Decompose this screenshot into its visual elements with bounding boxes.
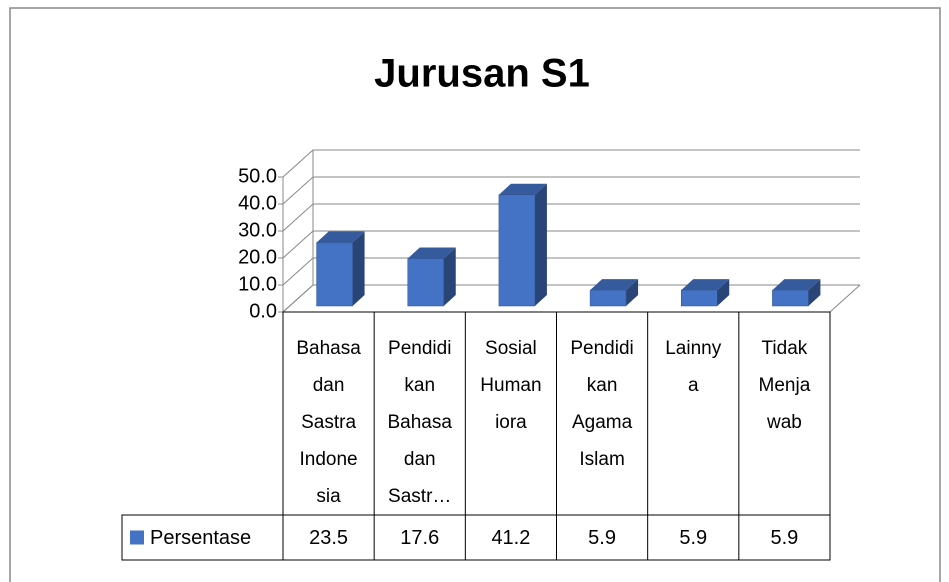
grid-line <box>282 176 860 205</box>
data-label: 5.9 <box>771 527 799 549</box>
category-cell: Bahasa dan Sastra Indone sia <box>296 338 361 507</box>
grid-line <box>282 203 860 232</box>
bar-front <box>589 289 627 307</box>
bar-side <box>717 279 730 306</box>
legend-label: Persentase <box>150 527 251 549</box>
y-tick-label: 10.0 <box>238 273 277 295</box>
bar-front <box>772 289 809 307</box>
bar <box>498 183 547 307</box>
y-tick-label: 50.0 <box>238 165 277 187</box>
data-label: 23.5 <box>309 527 348 549</box>
x-tick-label: Pendidi kan Bahasa dan Sastr… <box>387 338 452 507</box>
legend-swatch <box>130 530 144 545</box>
x-tick-label: Bahasa dan Sastra Indone sia <box>296 338 361 507</box>
y-tick-label: 40.0 <box>238 192 277 214</box>
category-cell: Lainny a <box>665 338 722 396</box>
bar-front <box>407 258 444 307</box>
data-label: 5.9 <box>679 527 707 549</box>
grid-line <box>282 230 860 259</box>
grid-line <box>282 257 860 286</box>
bar-side <box>808 279 821 306</box>
bar-top <box>498 183 547 195</box>
bar-side <box>352 231 365 306</box>
bar <box>589 279 639 307</box>
bar-side <box>534 183 547 306</box>
y-tick-label: 20.0 <box>238 246 277 268</box>
chart-title: Jurusan S1 <box>374 52 590 96</box>
y-tick-label: 0.0 <box>249 300 277 322</box>
bar <box>407 247 456 307</box>
x-tick-label: Pendidi kan Agama Islam <box>570 338 634 470</box>
bar-front <box>498 194 536 307</box>
bar-top <box>316 231 365 243</box>
x-tick-label: Lainny a <box>665 338 722 396</box>
data-label: 5.9 <box>588 527 616 549</box>
category-cell: Pendidi kan Agama Islam <box>570 338 634 470</box>
bar-front <box>681 289 718 307</box>
bar <box>681 279 730 307</box>
legend-cell <box>121 514 284 561</box>
category-cell: Tidak Menja wab <box>758 338 811 433</box>
bar-top <box>772 279 821 291</box>
data-label: 17.6 <box>400 527 439 549</box>
category-cell: Pendidi kan Bahasa dan Sastr… <box>387 338 452 507</box>
grid-line <box>282 149 860 178</box>
bar-front <box>316 242 353 307</box>
data-label: 41.2 <box>491 527 530 549</box>
bar <box>772 279 821 307</box>
bar-side <box>443 247 456 306</box>
bar-top <box>590 279 639 291</box>
grid-line <box>282 284 860 313</box>
category-cell: Sosial Human iora <box>480 338 542 433</box>
y-tick-label: 30.0 <box>238 219 277 241</box>
bar-side <box>626 279 639 306</box>
x-tick-label: Sosial Human iora <box>480 338 542 433</box>
x-tick-label: Tidak Menja wab <box>758 338 811 433</box>
bar-top <box>407 247 456 259</box>
bar <box>316 231 365 307</box>
bar-top <box>681 279 730 291</box>
